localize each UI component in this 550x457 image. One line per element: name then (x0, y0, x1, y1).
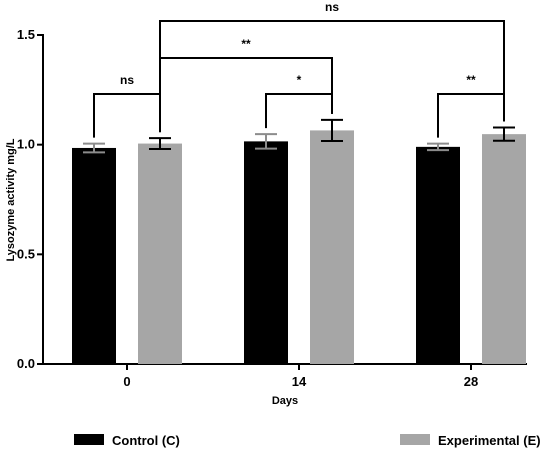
significance-label: ns (325, 0, 339, 14)
bar (244, 141, 288, 364)
y-tick-label: 0.0 (17, 356, 35, 371)
x-tick-label: 28 (464, 374, 478, 389)
y-tick-label: 1.0 (17, 137, 35, 152)
y-tick-label: 0.5 (17, 246, 35, 261)
bar (138, 143, 182, 364)
bar (482, 134, 526, 364)
x-tick-label: 0 (123, 374, 130, 389)
significance-label: ** (241, 37, 251, 51)
x-axis-title: Days (272, 395, 298, 407)
bar (310, 130, 354, 364)
significance-bracket (265, 93, 333, 129)
bar (72, 147, 116, 364)
legend-swatch (74, 434, 104, 445)
y-tick-label: 1.5 (17, 27, 35, 42)
significance-bracket (159, 20, 505, 133)
y-axis-title: Lysozyme activity mg/L (5, 138, 17, 261)
legend-label: Experimental (E) (438, 433, 541, 448)
significance-bracket (93, 93, 161, 138)
legend-label: Control (C) (112, 433, 180, 448)
significance-bracket (437, 93, 505, 138)
significance-bracket (159, 57, 333, 133)
x-tick-label: 14 (292, 374, 307, 389)
bar (416, 146, 460, 364)
significance-label: * (297, 73, 302, 87)
legend-swatch (400, 434, 430, 445)
significance-label: ns (120, 73, 134, 87)
significance-label: ** (466, 73, 476, 87)
